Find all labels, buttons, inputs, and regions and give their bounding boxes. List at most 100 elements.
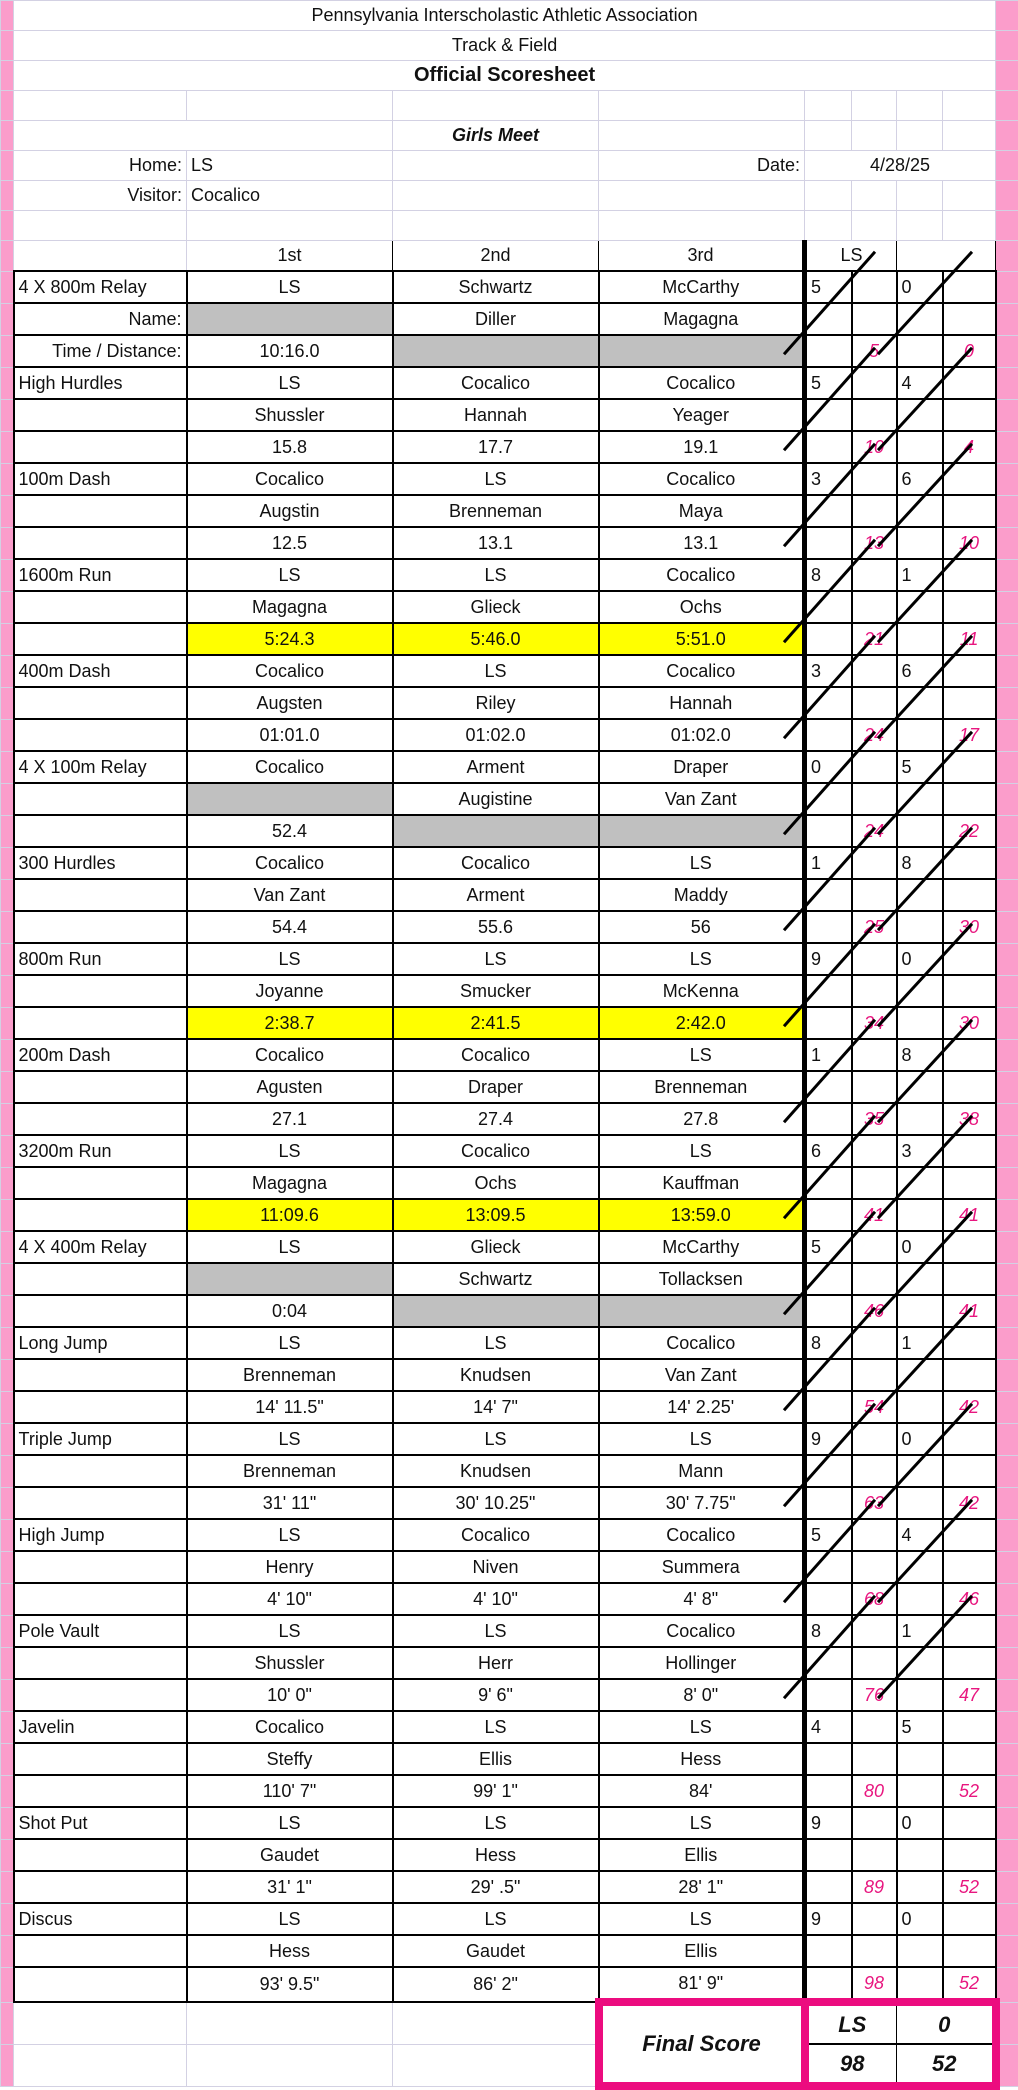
ls-running-total: 13 [852, 527, 897, 559]
meet-date: 4/28/25 [805, 151, 996, 181]
ls-points: 3 [805, 463, 852, 495]
result-mark: 2:42.0 [599, 1007, 805, 1039]
cell [943, 1935, 996, 1967]
ls-running-total: 24 [852, 815, 897, 847]
margin-strip [1, 943, 14, 975]
event-name: Triple Jump [14, 1423, 187, 1455]
ls-running-total: 76 [852, 1679, 897, 1711]
margin-strip [1, 527, 14, 559]
sport-title: Track & Field [14, 31, 996, 61]
margin-strip [996, 879, 1018, 911]
result-mark: 54.4 [187, 911, 393, 943]
event-name: 100m Dash [14, 463, 187, 495]
margin-strip [996, 1967, 1018, 2002]
cell [897, 181, 943, 211]
cell [897, 975, 943, 1007]
cell [187, 2002, 393, 2044]
final-team-right: 0 [897, 2002, 996, 2044]
athlete-name: Magagna [187, 1167, 393, 1199]
col-header-score-team: LS [805, 241, 897, 272]
row-label: Time / Distance: [14, 335, 187, 367]
margin-strip [996, 687, 1018, 719]
margin-strip [1, 495, 14, 527]
cell [897, 1551, 943, 1583]
cell [852, 463, 897, 495]
visitor-points: 5 [897, 751, 943, 783]
ls-running-total: 46 [852, 1295, 897, 1327]
result-mark [599, 1295, 805, 1327]
cell [897, 1455, 943, 1487]
margin-strip [1, 1775, 14, 1807]
ls-running-total: 63 [852, 1487, 897, 1519]
margin-strip [996, 911, 1018, 943]
visitor-running-total: 30 [943, 1007, 996, 1039]
row-label [14, 1455, 187, 1487]
athlete-name: Brenneman [187, 1455, 393, 1487]
cell [852, 91, 897, 121]
margin-strip [1, 61, 14, 91]
cell [943, 1231, 996, 1263]
margin-strip [996, 181, 1018, 211]
cell [852, 1263, 897, 1295]
row-label [14, 399, 187, 431]
place-team: Draper [599, 751, 805, 783]
col-header-3rd: 3rd [599, 241, 805, 272]
margin-strip [1, 655, 14, 687]
place-team: LS [187, 559, 393, 591]
place-team: LS [599, 1807, 805, 1839]
cell [897, 1839, 943, 1871]
result-mark: 17.7 [393, 431, 599, 463]
visitor-running-total: 46 [943, 1583, 996, 1615]
cell [897, 1359, 943, 1391]
ls-points: 9 [805, 943, 852, 975]
margin-strip [996, 783, 1018, 815]
athlete-name: Tollacksen [599, 1263, 805, 1295]
ls-running-total: 35 [852, 1103, 897, 1135]
event-name: 800m Run [14, 943, 187, 975]
col-header-2nd: 2nd [393, 241, 599, 272]
place-team: LS [393, 1711, 599, 1743]
cell [852, 1903, 897, 1935]
athlete-name [187, 1263, 393, 1295]
result-mark [393, 1295, 599, 1327]
result-mark: 99' 1" [393, 1775, 599, 1807]
row-label [14, 1263, 187, 1295]
place-team: Cocalico [599, 1519, 805, 1551]
ls-running-total: 21 [852, 623, 897, 655]
row-label [14, 431, 187, 463]
cell [943, 211, 996, 241]
margin-strip [1, 847, 14, 879]
result-mark: 13.1 [599, 527, 805, 559]
margin-strip [996, 1231, 1018, 1263]
ls-points: 9 [805, 1423, 852, 1455]
cell [943, 783, 996, 815]
ls-points: 4 [805, 1711, 852, 1743]
athlete-name: Hannah [599, 687, 805, 719]
place-team: LS [187, 271, 393, 303]
place-team: Cocalico [599, 1615, 805, 1647]
margin-strip [1, 1711, 14, 1743]
cell [852, 399, 897, 431]
margin-strip [1, 1647, 14, 1679]
place-team: LS [187, 1807, 393, 1839]
row-label [14, 495, 187, 527]
page-title: Official Scoresheet [14, 61, 996, 91]
margin-strip [996, 1263, 1018, 1295]
row-label [14, 1583, 187, 1615]
result-mark: 01:01.0 [187, 719, 393, 751]
place-team: LS [187, 1231, 393, 1263]
cell [897, 1583, 943, 1615]
cell [852, 495, 897, 527]
margin-strip [996, 1007, 1018, 1039]
result-mark: 27.8 [599, 1103, 805, 1135]
